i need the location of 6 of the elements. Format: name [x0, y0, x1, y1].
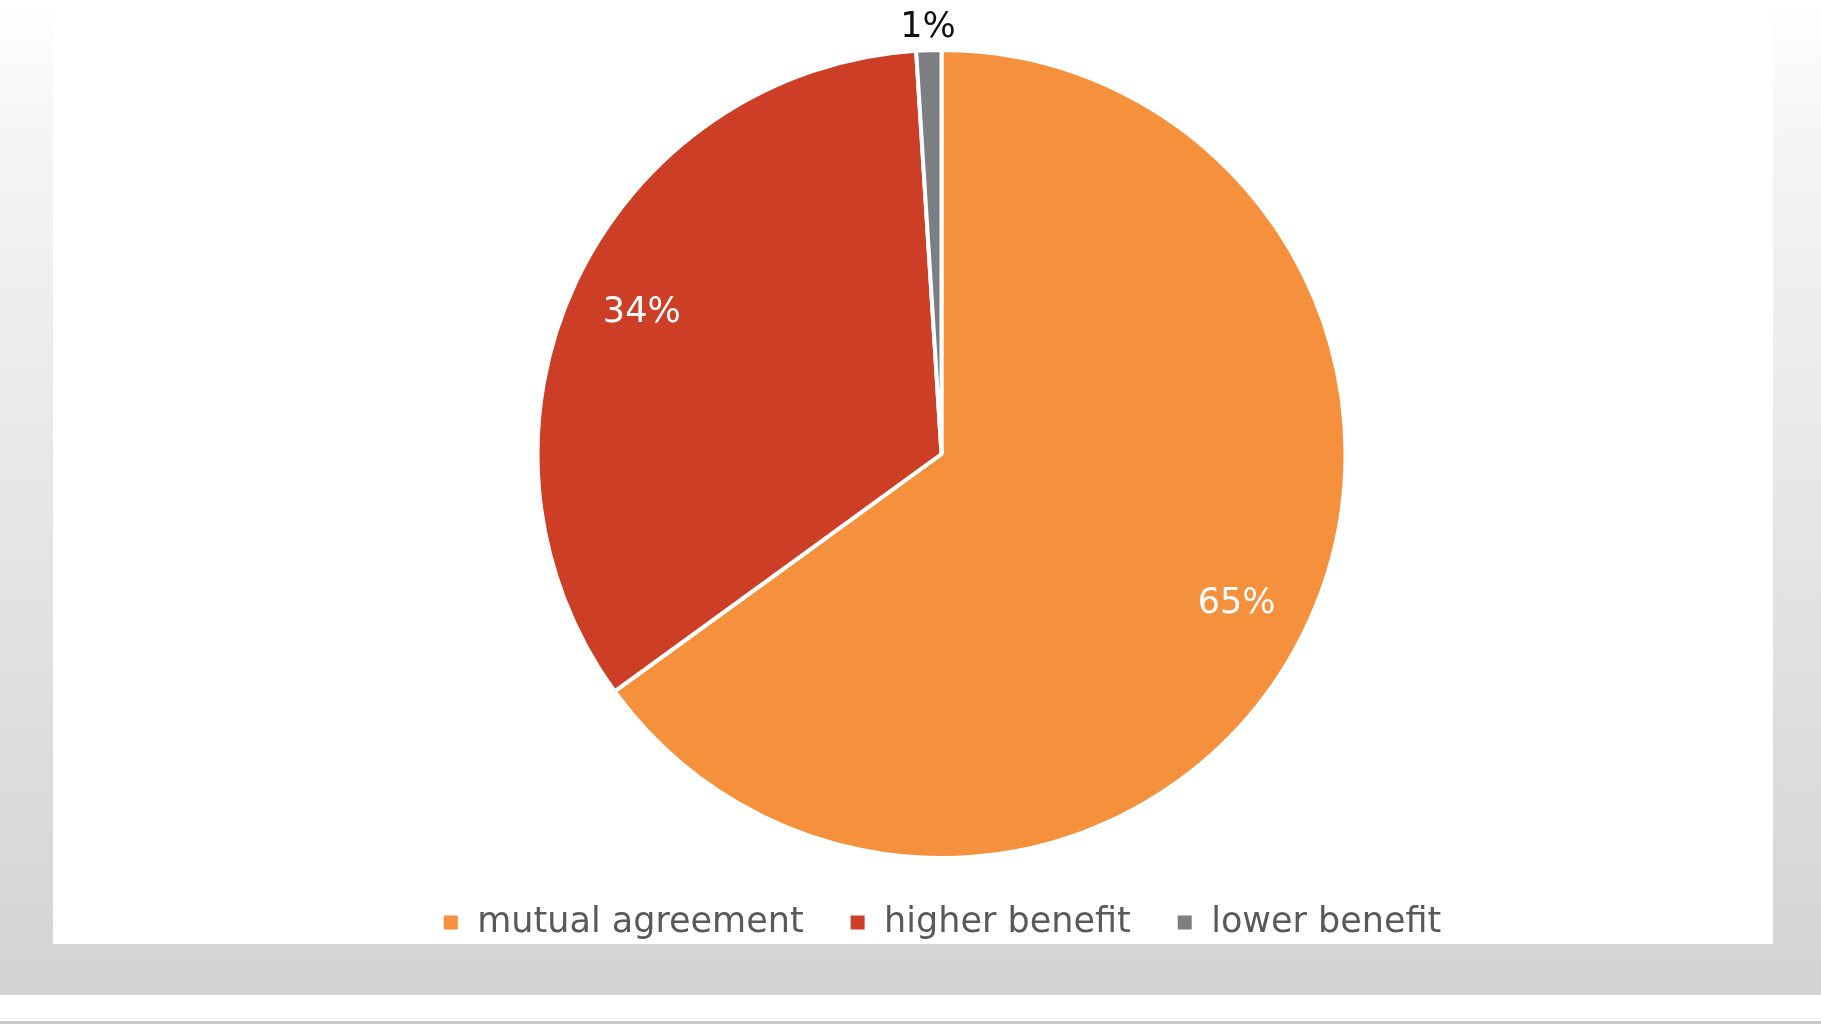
legend-label: higher benefit — [884, 899, 1131, 940]
legend-label: mutual agreement — [477, 899, 804, 940]
legend-label: lower benefit — [1211, 899, 1442, 940]
data-label: 65% — [1197, 581, 1276, 622]
data-label: 1% — [900, 5, 956, 46]
data-label: 34% — [602, 290, 681, 331]
